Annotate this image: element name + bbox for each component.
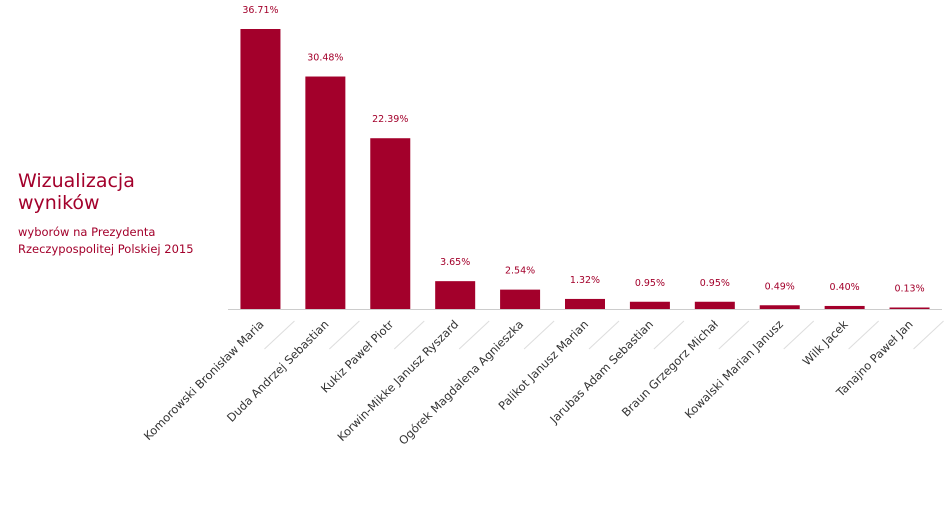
chart-title: Wizualizacja wyników: [18, 170, 228, 214]
chart-subtitle-line-2: Rzeczypospolitej Polskiej 2015: [18, 242, 194, 256]
x-tick-label: Jarubas Adam Sebastian: [546, 317, 656, 427]
x-tick-label: Ogórek Magdalena Agnieszka: [396, 317, 526, 447]
x-tick-label: Wilk Jacek: [800, 317, 851, 368]
chart-subtitle-line-1: wyborów na Prezydenta: [18, 225, 156, 239]
tick-guide-line: [393, 320, 425, 350]
bar: [824, 305, 865, 309]
tick-guide-line: [523, 320, 555, 350]
tick-guide-line: [718, 320, 750, 350]
bar: [435, 281, 476, 309]
chart-heading: Wizualizacja wyników wyborów na Prezyden…: [18, 170, 228, 258]
bar-value-label: 0.40%: [830, 282, 860, 293]
tick-guide-line: [264, 320, 295, 350]
bar: [565, 298, 605, 309]
bar-value-label: 0.13%: [894, 284, 924, 295]
bar-value-label: 3.65%: [440, 257, 470, 268]
bar-value-label: 0.49%: [765, 281, 795, 292]
tick-guide-line: [848, 320, 879, 350]
bar-value-label: 22.39%: [372, 114, 408, 125]
bar: [305, 76, 346, 309]
chart-title-line-1: Wizualizacja: [18, 170, 135, 192]
bar-value-label: 30.48%: [307, 53, 343, 64]
bar-value-label: 36.71%: [242, 5, 278, 16]
x-tick-label: Komorowski Bronisław Maria: [141, 317, 267, 443]
bar: [240, 29, 281, 309]
tick-guide-line: [588, 320, 620, 350]
bar-value-label: 2.54%: [505, 266, 535, 277]
chart-title-line-2: wyników: [18, 192, 100, 214]
tick-guide-line: [783, 320, 815, 350]
bar: [889, 307, 930, 309]
bar: [629, 301, 670, 309]
x-tick-label: Korwin-Mikke Janusz Ryszard: [335, 317, 462, 444]
tick-guide-line: [458, 320, 490, 350]
bar-value-label: 1.32%: [570, 275, 600, 286]
bar: [694, 301, 735, 309]
tick-guide-line: [329, 320, 360, 350]
chart-subtitle: wyborów na Prezydenta Rzeczypospolitej P…: [18, 224, 228, 258]
tick-guide-line: [653, 320, 685, 350]
bar: [370, 138, 411, 309]
bar-value-label: 0.95%: [635, 278, 665, 289]
bar: [500, 289, 541, 309]
bar: [759, 305, 800, 309]
bar-value-label: 0.95%: [700, 278, 730, 289]
tick-guide-line: [913, 320, 944, 350]
